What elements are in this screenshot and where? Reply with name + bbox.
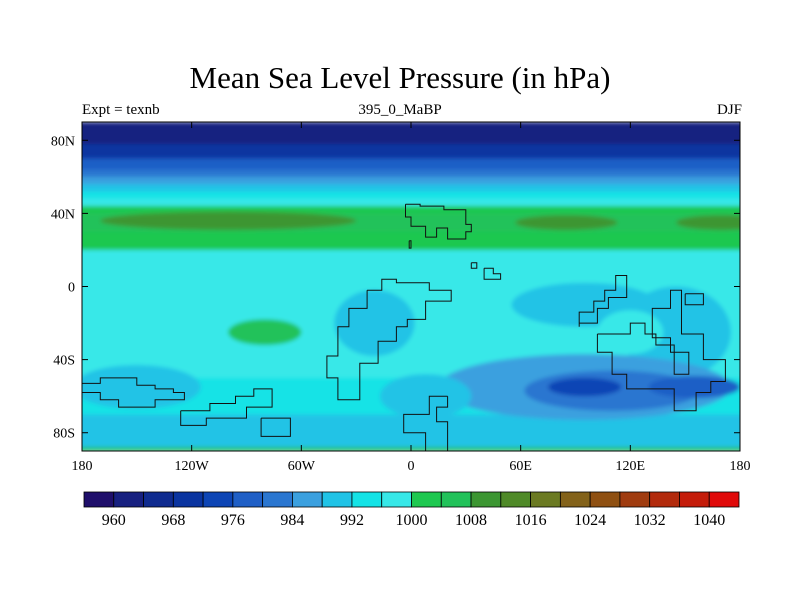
colorbar-label: 1016	[515, 512, 547, 529]
pressure-band	[82, 143, 740, 160]
colorbar: 960 968 976 984 992 1000 1008 1016 1024 1032 1040	[83, 491, 740, 529]
colorbar-swatch	[351, 491, 383, 508]
colorbar-label: 976	[221, 512, 245, 529]
field-shading	[82, 122, 740, 451]
pressure-cell	[548, 377, 622, 397]
colorbar-swatch	[500, 491, 531, 508]
colorbar-label: 968	[161, 512, 185, 529]
subtitle-left: Expt = texnb	[82, 102, 160, 118]
colorbar-swatch	[649, 491, 680, 508]
colorbar-swatch	[589, 491, 621, 508]
colorbar-label: 1032	[634, 512, 666, 529]
colorbar-label: 1024	[574, 512, 606, 529]
coastline	[408, 240, 412, 249]
coastline	[405, 203, 472, 240]
colorbar-swatch	[321, 491, 353, 508]
coastline	[326, 278, 452, 401]
subtitle-center: 395_0_MaBP	[358, 102, 442, 118]
x-tick-label: 180	[730, 459, 751, 474]
pressure-band	[82, 176, 740, 185]
pressure-cell	[228, 319, 302, 345]
colorbar-label: 992	[340, 512, 364, 529]
colorbar-swatch	[530, 491, 561, 508]
pressure-cell	[515, 215, 618, 230]
subtitle-right: DJF	[716, 102, 742, 118]
pressure-band	[82, 184, 740, 192]
coastline	[260, 417, 291, 437]
colorbar-swatch	[113, 491, 144, 508]
pressure-cell	[100, 211, 357, 230]
colorbar-swatch	[143, 491, 174, 508]
x-tick-label: 60E	[509, 459, 532, 474]
pressure-cell	[648, 376, 740, 398]
coastline	[82, 377, 185, 408]
y-tick-label: 0	[68, 281, 75, 296]
colorbar-swatch	[440, 491, 472, 508]
colorbar-swatch	[292, 491, 323, 508]
pressure-band	[82, 198, 740, 207]
pressure-band	[82, 122, 740, 145]
pressure-band	[82, 158, 740, 171]
pressure-cell	[334, 290, 415, 356]
x-tick-label: 60W	[288, 459, 316, 474]
colorbar-swatch	[619, 491, 651, 508]
colorbar-swatch	[381, 491, 412, 508]
coastlines	[82, 203, 726, 451]
colorbar-swatch	[232, 491, 264, 508]
chart-title: Mean Sea Level Pressure (in hPa)	[189, 60, 611, 95]
colorbar-swatch	[411, 491, 442, 508]
colorbar-label: 1000	[396, 512, 428, 529]
colorbar-swatch	[262, 491, 293, 508]
coastline	[596, 289, 726, 412]
x-tick-label: 0	[408, 459, 415, 474]
coastline	[483, 267, 502, 280]
pressure-band	[82, 414, 740, 448]
colorbar-swatch	[708, 491, 740, 508]
colorbar-swatch	[470, 491, 502, 508]
y-tick-label: 80N	[51, 134, 75, 149]
pressure-band	[82, 191, 740, 200]
coastline	[403, 395, 449, 451]
y-tick-label: 40S	[53, 354, 75, 369]
colorbar-label: 1040	[693, 512, 725, 529]
pressure-cell	[676, 215, 740, 230]
colorbar-label: 984	[280, 512, 304, 529]
y-tick-label: 40N	[51, 207, 75, 222]
axes: 180 120W 60W 0 60E 120E 180 80N 40N 0 40S 80S	[51, 122, 751, 474]
colorbar-swatch	[202, 491, 234, 508]
colorbar-swatch	[172, 491, 204, 508]
pressure-cell	[82, 365, 201, 409]
coastline	[684, 293, 704, 306]
y-tick-label: 80S	[53, 427, 75, 442]
pressure-field	[82, 122, 740, 451]
colorbar-swatch	[83, 491, 115, 508]
x-tick-label: 180	[72, 459, 93, 474]
pressure-band	[82, 169, 740, 178]
coastline	[578, 275, 628, 327]
pressure-cell	[379, 374, 472, 419]
colorbar-swatch	[559, 491, 591, 508]
colorbar-label: 960	[102, 512, 126, 529]
colorbar-label: 1008	[455, 512, 487, 529]
colorbar-swatch	[679, 491, 710, 508]
coastline	[180, 388, 273, 426]
coastline	[470, 262, 478, 269]
x-tick-label: 120E	[616, 459, 646, 474]
x-tick-label: 120W	[175, 459, 210, 474]
pressure-band	[82, 206, 740, 214]
